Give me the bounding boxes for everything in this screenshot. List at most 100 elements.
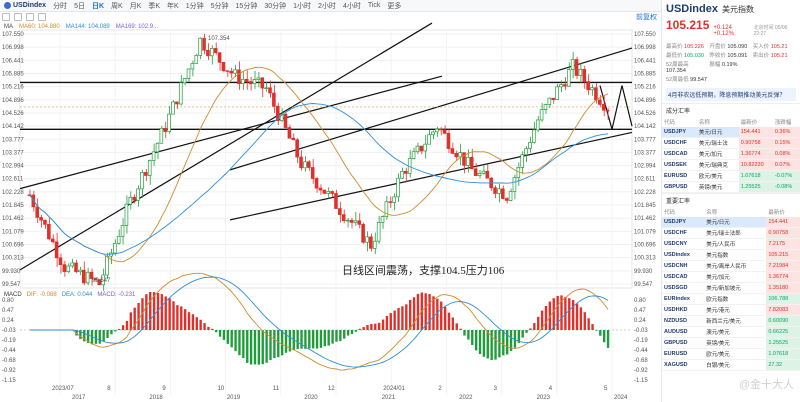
candle-body (501, 188, 505, 199)
tab-timeframe-12[interactable]: 2小时 (318, 2, 336, 10)
table-row[interactable]: GBPUSD 英镑/美元 1.25525 -0.08% (662, 181, 800, 193)
y-tick-label-right: 106.441 (634, 58, 656, 64)
tab-timeframe-4[interactable]: 月K (129, 2, 142, 10)
table-row[interactable]: EURindex 欧元指数 106.788 (662, 293, 800, 305)
tab-timeframe-2[interactable]: 日K (91, 2, 105, 10)
tab-timeframe-8[interactable]: 5分钟 (210, 2, 229, 10)
candle-body (47, 224, 51, 240)
candle-body (473, 168, 478, 176)
candle-body (50, 238, 55, 243)
tab-timeframe-5[interactable]: 季K (148, 2, 161, 10)
table-row[interactable]: USDSEK 美元/瑞典克 10.82230 0.07% (662, 159, 800, 171)
candle-body (330, 191, 334, 194)
candle-body (39, 217, 43, 221)
dea-line (29, 276, 609, 368)
macd-y-tick: -0.03 (2, 328, 16, 334)
candle-body (206, 49, 210, 57)
table-row[interactable]: USDCHF 美元/瑞士法 0.90758 0.15% (662, 137, 800, 149)
table-row[interactable]: USDCNY 美元/人民币 7.2175 (662, 238, 800, 250)
y-tick-label: 102.228 (2, 190, 24, 196)
col-code[interactable]: 代码 (664, 210, 676, 216)
candle-body (574, 59, 579, 76)
table-row[interactable]: NZDUSD 新西兰元/美元 0.60090 (662, 315, 800, 327)
candle-body (78, 269, 82, 273)
adjust-mode-button[interactable]: 前复权 (636, 14, 657, 21)
x-tick-label: 11 (273, 386, 280, 392)
candle-body (535, 119, 540, 131)
news-banner[interactable]: 4月非农远低预期，降息预期推动美元反弹？ (666, 88, 796, 101)
tab-timeframe-13[interactable]: 4小时 (342, 2, 361, 10)
candle-body (105, 255, 109, 276)
candle-body (252, 79, 257, 85)
row-price: 27.32 (766, 359, 800, 371)
y-tick-label-right: 99.547 (634, 282, 653, 288)
tab-timeframe-6[interactable]: 年K (167, 2, 179, 10)
tab-timeframe-15[interactable]: 更多 (387, 2, 402, 10)
table-row[interactable]: USDCAD 美元/加元 1.36774 0.08% (662, 148, 800, 160)
stat-key: 振幅 (709, 62, 721, 68)
candle-body (322, 189, 327, 194)
tab-timeframe-10[interactable]: 30分钟 (264, 2, 287, 10)
table-row[interactable]: USDCNH 美元/离岸人民币 7.21984 (662, 260, 800, 272)
table-row[interactable]: GBPUSD 英镑/美元 1.25525 (662, 337, 800, 349)
row-price: 7.82083 (766, 304, 800, 316)
candle-body (151, 151, 156, 161)
crosshair-tool-icon[interactable] (2, 13, 10, 21)
candle-body (411, 151, 416, 159)
candle-body (326, 191, 330, 194)
table-row[interactable]: USDindex 美元指数 105.215 (662, 249, 800, 261)
components-table: 代码 名称 最新价 涨跌幅 USDJPY 美元/日元 154.441 0.36% USD… (662, 117, 800, 193)
candle-body (563, 84, 567, 87)
tab-timeframe-14[interactable]: Tick (367, 2, 381, 9)
row-code: USDJPY (664, 219, 687, 225)
row-change: 0.36% (772, 127, 800, 138)
table-row[interactable]: USDCHF 美元/瑞士法郎 0.90758 (662, 227, 800, 239)
tab-timeframe-0[interactable]: 分时 (53, 2, 68, 10)
col-code[interactable]: 代码 (664, 120, 676, 126)
table-row[interactable]: EURUSD 欧元/美元 1.07618 -0.07% (662, 170, 800, 182)
row-code: USDSGD (664, 285, 688, 291)
col-price[interactable]: 最新价 (768, 210, 785, 216)
price-chart[interactable]: 107.550 107.550 106.998 106.998 106.441 106.4… (0, 0, 661, 402)
macd-y-tick-right: -0.19 (634, 338, 648, 344)
table-row[interactable]: USDCAD 美元/加元 1.36774 (662, 271, 800, 283)
stat-value: 105.21 (770, 53, 788, 59)
tab-timeframe-7[interactable]: 1分钟 (185, 2, 204, 10)
candle-body (578, 69, 583, 76)
candle-body (81, 269, 86, 284)
stat-key: 卖出价 (752, 53, 770, 59)
table-row[interactable]: USDSGD 美元/新加坡元 1.35180 (662, 282, 800, 294)
row-name: 美元/加元 (706, 275, 730, 281)
table-row[interactable]: AUDUSD 澳元/美元 0.66225 (662, 326, 800, 338)
col-change[interactable]: 涨跌幅 (774, 120, 792, 126)
table-row[interactable]: USDJPY 美元/日元 154.441 0.36% (662, 127, 800, 138)
y-tick-label: 101.462 (2, 216, 24, 222)
macd-dea: DEA: 0.044 (61, 292, 93, 298)
col-name[interactable]: 名称 (706, 210, 718, 216)
row-name: 欧元/美元 (706, 352, 730, 358)
candle-body (144, 172, 148, 176)
col-name[interactable]: 名称 (698, 120, 710, 126)
symbol-selector[interactable]: USDindex (4, 2, 46, 9)
tab-timeframe-11[interactable]: 1小时 (293, 2, 312, 10)
text-tool-icon[interactable] (26, 13, 34, 21)
settings-tool-icon[interactable] (38, 13, 46, 21)
col-price[interactable]: 最新价 (740, 120, 758, 126)
candle-body (171, 101, 175, 115)
table-row[interactable]: USDHKD 美元/港元 7.82083 (662, 304, 800, 316)
table-row[interactable]: XAGUSD 白银/美元 27.32 (662, 359, 800, 371)
tab-timeframe-1[interactable]: 5日 (74, 2, 85, 10)
tab-timeframe-3[interactable]: 周K (111, 2, 123, 10)
x-tick-label: 4 (549, 386, 553, 392)
candle-body (524, 148, 528, 156)
candle-body (384, 201, 389, 217)
table-row[interactable]: EURUSD 欧元/美元 1.07618 (662, 348, 800, 360)
candle-body (431, 131, 435, 136)
line-tool-icon[interactable] (14, 13, 22, 21)
table-row[interactable]: USDJPY 美元/日元 154.441 (662, 217, 800, 228)
tab-timeframe-9[interactable]: 15分钟 (235, 2, 258, 10)
y-tick-label-right: 104.896 (634, 98, 656, 104)
candle-body (260, 77, 265, 89)
row-name: 美元/新加坡元 (706, 286, 741, 292)
high-price-label: 107.354 (208, 36, 230, 42)
